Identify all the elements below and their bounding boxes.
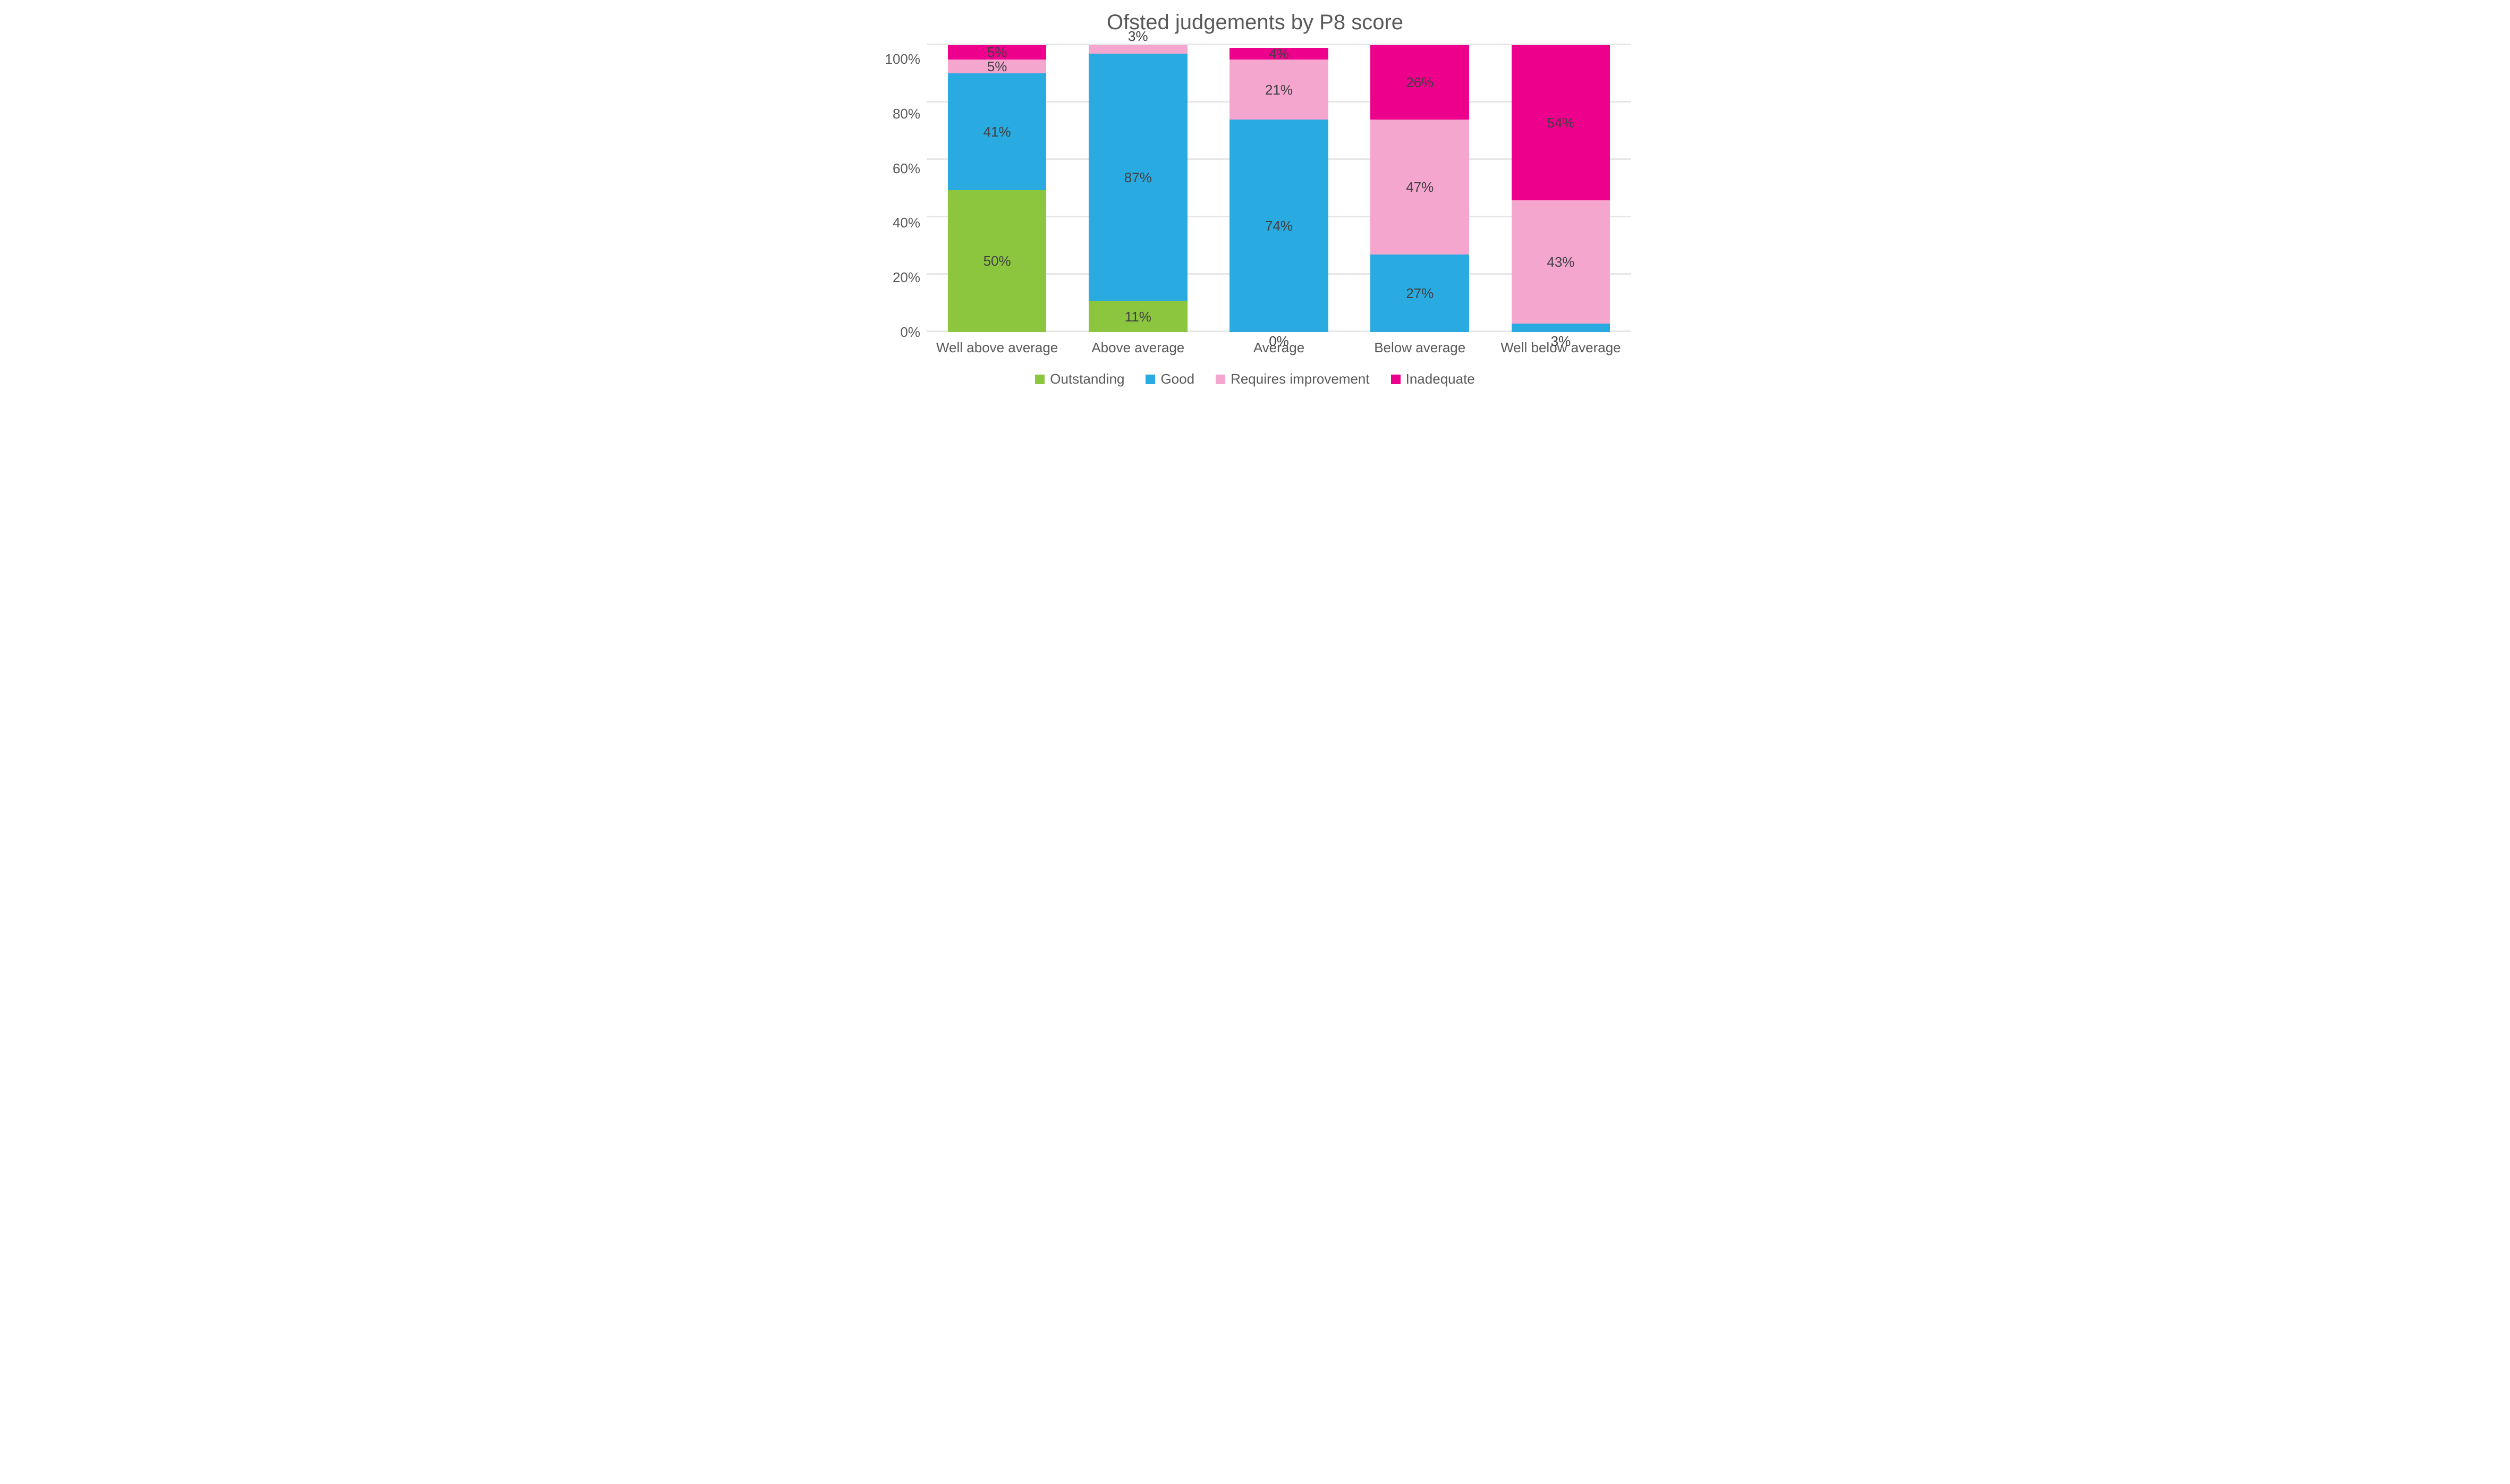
legend-item: Outstanding (1035, 371, 1124, 387)
legend-item: Good (1146, 371, 1194, 387)
bar-value-label: 87% (1124, 171, 1152, 184)
x-axis: Well above averageAbove averageAverageBe… (879, 332, 1631, 356)
x-tick-label: Above average (1067, 332, 1208, 356)
bar-segment: 43% (1512, 200, 1610, 324)
x-tick-label: Below average (1350, 332, 1490, 356)
legend-swatch (1035, 375, 1045, 384)
bar-value-label: 74% (1265, 219, 1293, 233)
bar-slot: 11% 87% 3% (1067, 45, 1208, 332)
bar: 0%74%21%4% (1229, 45, 1328, 332)
legend-label: Inadequate (1406, 371, 1475, 387)
legend-swatch (1216, 375, 1225, 384)
bar-segment: 47% (1370, 120, 1469, 255)
bar-value-label: 41% (983, 125, 1011, 139)
bar-segment: 74% (1229, 120, 1328, 332)
bar-segment: 21% (1229, 60, 1328, 120)
bar-segment: 41% (948, 73, 1047, 190)
bar-segment: 3% (1089, 45, 1188, 54)
bar-segment: 3% (1512, 324, 1610, 332)
bar-segment: 4% (1229, 48, 1328, 60)
bar: 3% 43% 54% (1512, 45, 1610, 332)
bar: 11% 87% 3% (1089, 45, 1188, 332)
y-tick-label: 0% (879, 325, 920, 339)
legend-swatch (1391, 375, 1401, 384)
legend-label: Requires improvement (1231, 371, 1370, 387)
bar-value-label: 47% (1406, 180, 1434, 194)
bar-value-label: 50% (983, 254, 1011, 268)
legend-item: Requires improvement (1216, 371, 1370, 387)
bar-segment: 87% (1089, 54, 1188, 301)
bar-value-label: 11% (1125, 310, 1151, 324)
legend-swatch (1146, 375, 1155, 384)
y-tick-label: 40% (879, 216, 920, 230)
legend-label: Outstanding (1050, 371, 1124, 387)
bar-value-label: 4% (1269, 47, 1289, 61)
chart-title: Ofsted judgements by P8 score (879, 11, 1631, 35)
bar-value-label: 54% (1547, 116, 1574, 130)
bar-slot: 50% 41% 5%5% (927, 45, 1067, 332)
bar-value-label: 3% (1551, 334, 1571, 348)
bar-value-label: 5% (987, 45, 1007, 59)
bar: 50% 41% 5%5% (948, 45, 1047, 332)
bar-value-label: 21% (1265, 83, 1293, 97)
bar-value-label: 26% (1406, 75, 1434, 89)
y-tick-label: 20% (879, 270, 920, 284)
bars-layer: 50%41%5%5%11%87%3%0%74%21%4%27%47%26%3%4… (927, 45, 1631, 332)
bar-segment: 50% (948, 190, 1047, 332)
y-tick-label: 100% (879, 52, 920, 66)
bar-segment: 26% (1370, 45, 1469, 120)
bar-value-label: 5% (987, 60, 1007, 73)
plot-row: 100%80%60%40%20%0% 50%41%5%5%11%87%3%0%7… (879, 45, 1631, 332)
plot-area: 50%41%5%5%11%87%3%0%74%21%4%27%47%26%3%4… (927, 45, 1631, 332)
chart-container: Ofsted judgements by P8 score 100% 80% 60%… (863, 0, 1647, 403)
y-tick-label: 80% (879, 107, 920, 121)
y-tick-label: 60% (879, 162, 920, 175)
legend-item: Inadequate (1391, 371, 1475, 387)
legend-label: Good (1160, 371, 1194, 387)
bar-slot: 27% 47% 26% (1350, 45, 1490, 332)
x-tick-label: Well above average (927, 332, 1067, 356)
bar-value-label: 0% (1269, 334, 1289, 348)
bar-slot: 3% 43% 54% (1490, 45, 1631, 332)
legend: Outstanding Good Requires improvement Inade… (879, 371, 1631, 387)
bar-value-label: 27% (1406, 286, 1434, 300)
bar: 27% 47% 26% (1370, 45, 1469, 332)
bar-segment: 5% (948, 60, 1047, 74)
bar-segment: 27% (1370, 255, 1469, 332)
bar-value-label: 3% (1128, 29, 1148, 43)
y-axis: 100%80%60%40%20%0% (879, 45, 927, 332)
bar-value-label: 43% (1547, 255, 1574, 269)
bar-segment: 54% (1512, 45, 1610, 200)
bar-segment: 11% (1089, 301, 1188, 332)
bar-slot: 0%74%21%4% (1208, 45, 1349, 332)
bar-segment: 5% (948, 45, 1047, 60)
